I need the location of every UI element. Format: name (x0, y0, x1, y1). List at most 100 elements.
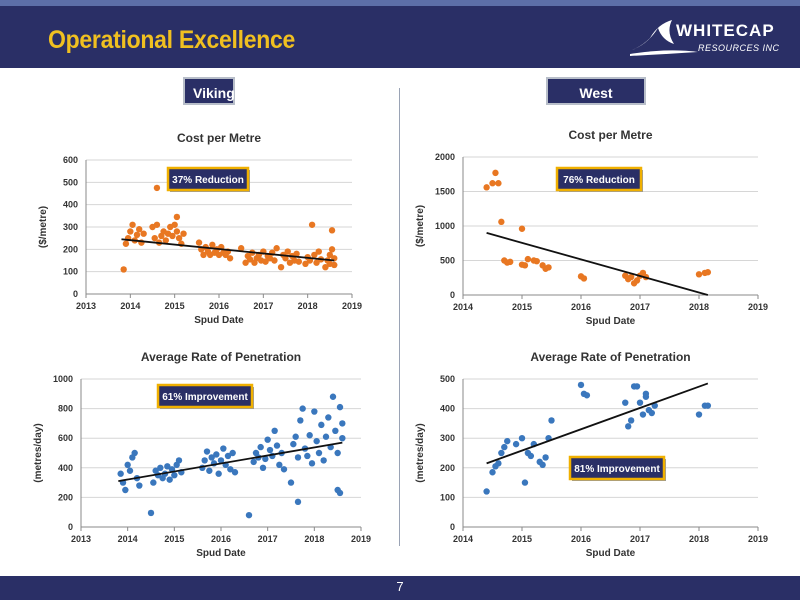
data-point (527, 452, 535, 460)
data-point (322, 433, 330, 440)
chart-title: Cost per Metre (177, 131, 261, 145)
callout-text: 81% Improvement (574, 464, 660, 475)
data-point (336, 489, 344, 497)
data-point (642, 390, 650, 397)
data-point (280, 466, 288, 473)
data-point (313, 437, 320, 445)
data-point (633, 383, 641, 390)
data-point (206, 467, 213, 474)
data-point (153, 221, 161, 228)
data-point (273, 245, 280, 252)
x-tick-label: 2017 (630, 302, 650, 312)
data-point (518, 435, 526, 442)
wp-rop-chart: 0 100 200 300 400 500 2014 2015 2016 2017 2018 2019… (415, 350, 768, 559)
data-point (501, 443, 508, 451)
data-point (127, 228, 134, 235)
data-point (171, 221, 178, 228)
data-point (489, 180, 496, 187)
data-point (215, 470, 222, 477)
data-point (313, 259, 320, 266)
data-point (524, 255, 532, 263)
x-axis-label: Spud Date (194, 315, 244, 326)
y-tick-label: 0 (450, 290, 455, 300)
data-point (136, 226, 143, 233)
data-point (290, 440, 297, 448)
data-point (297, 417, 304, 424)
y-axis-label: ($/metre) (38, 206, 49, 248)
trend-line (486, 382, 709, 465)
data-point (331, 261, 338, 269)
callout-box (568, 455, 666, 481)
data-point (140, 230, 147, 237)
data-point (521, 262, 529, 269)
data-point (577, 381, 585, 389)
data-point (539, 461, 546, 469)
y-tick-label: 300 (63, 222, 78, 232)
x-tick-label: 2015 (512, 302, 532, 312)
x-tick-label: 2015 (164, 534, 184, 544)
data-point (122, 486, 129, 494)
data-point (495, 460, 502, 467)
data-point (489, 469, 496, 476)
y-tick-label: 1000 (435, 221, 455, 231)
x-tick-label: 2019 (748, 302, 768, 312)
y-tick-label: 400 (58, 463, 73, 473)
data-point (498, 218, 505, 226)
data-point (209, 241, 216, 249)
data-point (648, 409, 655, 417)
data-point (195, 239, 203, 246)
data-point (318, 421, 325, 429)
data-point (129, 221, 136, 228)
data-point (542, 454, 549, 461)
data-point (483, 488, 490, 495)
data-point (273, 442, 281, 449)
data-point (583, 392, 591, 399)
trend-line (121, 238, 335, 262)
footer-band: 7 (0, 576, 800, 600)
logo-subtitle: RESOURCES INC (698, 43, 780, 53)
data-point (295, 258, 302, 265)
y-tick-label: 1000 (53, 374, 73, 384)
region-label-viking: Viking (183, 77, 235, 105)
x-tick-label: 2016 (571, 302, 591, 312)
data-point (695, 411, 703, 418)
x-tick-label: 2016 (211, 534, 231, 544)
data-point (262, 258, 269, 265)
y-tick-label: 400 (440, 404, 455, 414)
x-tick-label: 2018 (689, 302, 709, 312)
data-point (164, 463, 171, 470)
y-tick-label: 0 (73, 289, 78, 299)
chart-title: Cost per Metre (568, 128, 652, 142)
data-point (257, 443, 264, 451)
company-logo: WHITECAP RESOURCES INC (630, 20, 780, 56)
data-point (322, 264, 329, 271)
data-point (246, 256, 254, 263)
data-point (133, 231, 141, 239)
y-axis-label: ($/metre) (415, 205, 426, 247)
data-point (136, 482, 143, 489)
data-point (271, 427, 278, 434)
data-point (124, 461, 131, 469)
x-tick-label: 2018 (304, 534, 324, 544)
callout-box (166, 166, 250, 192)
data-point (639, 411, 647, 418)
chart-title: Average Rate of Penetration (530, 350, 690, 364)
data-point (533, 257, 540, 265)
data-point (334, 449, 341, 457)
data-point (242, 259, 249, 266)
data-point (237, 245, 245, 252)
data-point (250, 458, 257, 466)
y-tick-label: 2000 (435, 152, 455, 162)
callout-box (156, 383, 254, 409)
x-tick-label: 2018 (298, 301, 318, 311)
slide-title: Operational Excellence (48, 26, 296, 54)
x-tick-label: 2016 (571, 534, 591, 544)
data-point (320, 457, 327, 464)
data-point (147, 509, 155, 517)
data-point (231, 469, 239, 476)
data-point (308, 221, 316, 228)
x-tick-label: 2013 (71, 534, 91, 544)
data-point (173, 213, 181, 221)
data-point (276, 461, 283, 469)
